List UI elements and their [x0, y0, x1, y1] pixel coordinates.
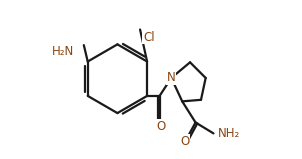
Text: NH₂: NH₂ [217, 127, 240, 140]
Text: Cl: Cl [143, 31, 155, 44]
Text: O: O [157, 120, 166, 133]
Text: N: N [167, 71, 176, 84]
Text: H₂N: H₂N [51, 45, 74, 58]
Text: O: O [180, 135, 189, 148]
